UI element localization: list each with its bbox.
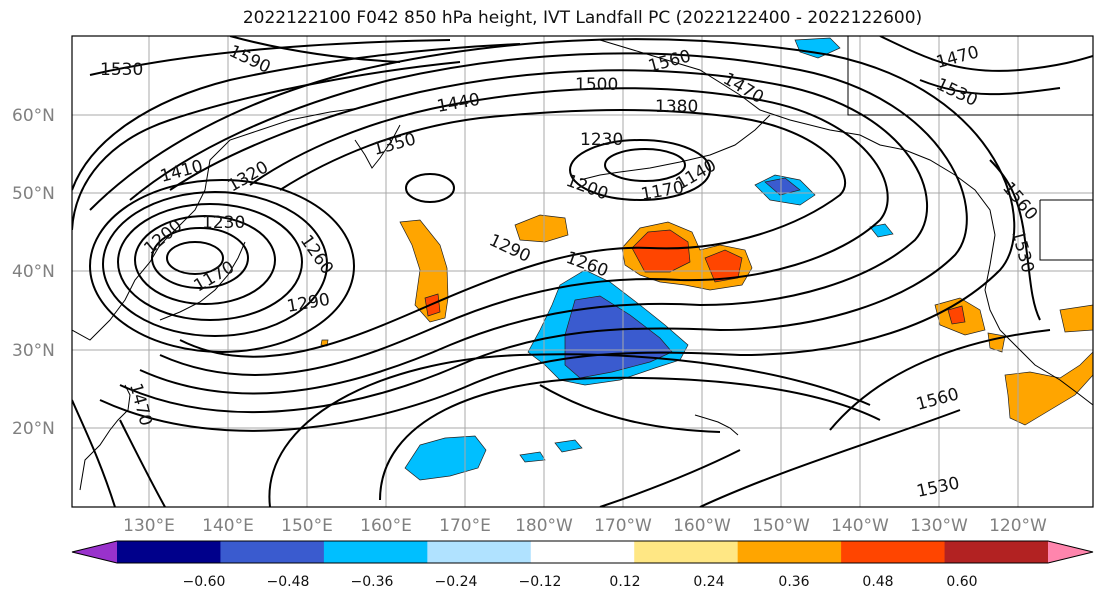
colorbar-segments	[117, 541, 1049, 563]
colorbar-tick-label: −0.60	[183, 574, 226, 590]
colorbar-tick-label: 0.48	[862, 574, 893, 590]
coastline-japan	[159, 241, 246, 321]
ivt-negative-region	[554, 439, 583, 453]
lon-label: 130°E	[123, 516, 175, 536]
coastline-northamerica	[984, 234, 1093, 406]
lon-label: 140°W	[831, 516, 889, 536]
lat-label: 30°N	[12, 341, 55, 361]
colorbar-tick-label: 0.36	[778, 574, 809, 590]
hawaii	[694, 414, 739, 436]
colorbar: −0.60 −0.48 −0.36 −0.24 −0.12 0.12 0.24 …	[71, 540, 1094, 590]
colorbar-segment	[323, 541, 428, 563]
colorbar-extend-high	[1048, 541, 1093, 563]
ivt-negative-core	[764, 177, 801, 196]
lon-label: 150°W	[752, 516, 810, 536]
lon-label: 160°W	[673, 516, 731, 536]
coastline-alaska	[599, 39, 996, 236]
colorbar-segment	[634, 541, 739, 563]
colorbar-tick-label: −0.48	[267, 574, 310, 590]
lat-label: 20°N	[12, 419, 55, 439]
height-contours	[72, 36, 1093, 507]
coastline-aleutians	[579, 114, 771, 181]
colorbar-ticks: −0.60 −0.48 −0.36 −0.24 −0.12 0.12 0.24 …	[183, 574, 978, 590]
ivt-positive-core	[947, 305, 966, 325]
contour-label: 1380	[655, 97, 698, 117]
ivt-negative-region	[869, 223, 894, 238]
lon-label: 160°E	[360, 516, 412, 536]
ivt-negative-region	[404, 435, 487, 481]
colorbar-extend-low	[72, 541, 117, 563]
contour-label: 1500	[575, 75, 618, 95]
latitude-labels: 60°N 50°N 40°N 30°N 20°N	[12, 106, 55, 439]
ivt-positive-core	[704, 249, 743, 283]
colorbar-segment	[737, 541, 842, 563]
ivt-positive-core	[631, 229, 691, 273]
colorbar-tick-label: 0.12	[609, 574, 640, 590]
lon-label: 180°W	[515, 516, 573, 536]
colorbar-segment	[841, 541, 946, 563]
colorbar-tick-label: 0.60	[946, 574, 977, 590]
ivt-negative-region	[519, 451, 546, 463]
colorbar-tick-label: 0.24	[693, 574, 724, 590]
contour-label: 1530	[100, 60, 143, 80]
lat-label: 60°N	[12, 106, 55, 126]
map-border	[71, 35, 1094, 508]
ivt-shading	[320, 37, 1093, 481]
lon-label: 170°E	[439, 516, 491, 536]
ivt-positive-region	[514, 214, 569, 243]
lon-label: 130°W	[910, 516, 968, 536]
colorbar-tick-label: −0.36	[351, 574, 394, 590]
lon-label: 140°E	[202, 516, 254, 536]
colorbar-tick-label: −0.24	[435, 574, 478, 590]
colorbar-tick-label: −0.12	[519, 574, 562, 590]
border-us-canada	[847, 36, 1093, 261]
contour-label: 1230	[202, 213, 245, 233]
lat-label: 40°N	[12, 262, 55, 282]
coastline-taiwan	[79, 384, 131, 491]
colorbar-segment	[427, 541, 532, 563]
colorbar-segment	[530, 541, 635, 563]
map-title: 2022122100 F042 850 hPa height, IVT Land…	[242, 8, 923, 28]
longitude-labels: 130°E 140°E 150°E 160°E 170°E 180°W 170°…	[123, 516, 1047, 536]
lon-label: 170°W	[594, 516, 652, 536]
ivt-positive-region	[1059, 304, 1093, 333]
contour-label: 1230	[580, 130, 623, 150]
lat-label: 50°N	[12, 184, 55, 204]
colorbar-segment	[117, 541, 221, 563]
coastline-asia	[72, 107, 361, 341]
lon-label: 150°E	[281, 516, 333, 536]
colorbar-segment	[944, 541, 1049, 563]
ivt-positive-core	[424, 293, 441, 317]
lon-label: 120°W	[989, 516, 1047, 536]
colorbar-segment	[220, 541, 325, 563]
